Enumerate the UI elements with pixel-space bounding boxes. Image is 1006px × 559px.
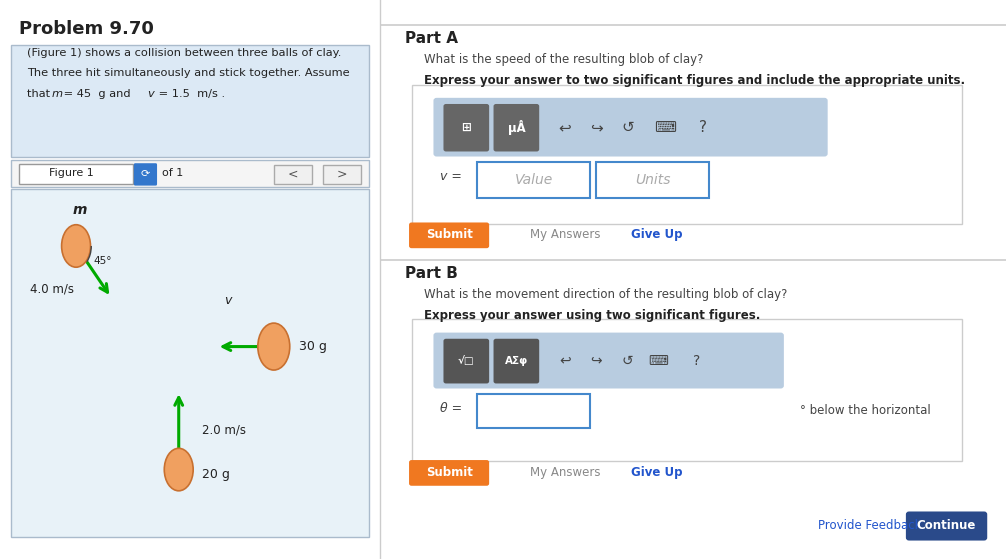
FancyBboxPatch shape xyxy=(134,163,157,186)
Text: >: > xyxy=(337,168,347,181)
Text: Units: Units xyxy=(635,173,670,187)
Text: ⌨: ⌨ xyxy=(654,120,676,135)
Text: ↩: ↩ xyxy=(558,120,571,135)
FancyBboxPatch shape xyxy=(323,165,361,184)
Text: 30 g: 30 g xyxy=(299,340,326,353)
Text: ⌨: ⌨ xyxy=(649,353,669,368)
Text: v: v xyxy=(224,295,231,307)
Text: that: that xyxy=(26,89,53,99)
Text: Continue: Continue xyxy=(916,519,976,532)
FancyBboxPatch shape xyxy=(477,162,590,198)
Text: What is the speed of the resulting blob of clay?: What is the speed of the resulting blob … xyxy=(425,53,703,66)
Text: ↺: ↺ xyxy=(622,353,633,368)
Text: 4.0 m/s: 4.0 m/s xyxy=(30,282,74,295)
FancyBboxPatch shape xyxy=(409,222,489,248)
Text: Part A: Part A xyxy=(405,31,459,46)
Text: ↺: ↺ xyxy=(621,120,634,135)
Text: ↩: ↩ xyxy=(559,353,570,368)
FancyBboxPatch shape xyxy=(444,339,489,383)
Text: What is the movement direction of the resulting blob of clay?: What is the movement direction of the re… xyxy=(425,288,788,301)
Text: Give Up: Give Up xyxy=(631,466,682,479)
FancyBboxPatch shape xyxy=(494,104,539,151)
FancyBboxPatch shape xyxy=(434,98,828,157)
FancyBboxPatch shape xyxy=(434,333,784,389)
Text: Submit: Submit xyxy=(426,466,473,479)
Text: My Answers: My Answers xyxy=(530,466,601,479)
Text: 2.0 m/s: 2.0 m/s xyxy=(202,423,246,436)
FancyBboxPatch shape xyxy=(477,394,590,428)
Text: of 1: of 1 xyxy=(162,168,183,178)
Text: Provide Feedback: Provide Feedback xyxy=(818,519,921,532)
FancyBboxPatch shape xyxy=(11,45,369,157)
Text: ↪: ↪ xyxy=(590,120,603,135)
Text: <: < xyxy=(288,168,298,181)
Text: Value: Value xyxy=(514,173,552,187)
Text: Express your answer to two significant figures and include the appropriate units: Express your answer to two significant f… xyxy=(425,74,965,87)
Text: Problem 9.70: Problem 9.70 xyxy=(19,20,154,37)
FancyBboxPatch shape xyxy=(409,460,489,486)
Text: ° below the horizontal: ° below the horizontal xyxy=(800,404,931,418)
Text: v =: v = xyxy=(440,169,462,183)
Text: ?: ? xyxy=(693,353,700,368)
Text: μÅ: μÅ xyxy=(508,120,525,135)
Text: 20 g: 20 g xyxy=(202,467,230,481)
FancyBboxPatch shape xyxy=(11,189,369,537)
FancyBboxPatch shape xyxy=(19,164,133,184)
FancyBboxPatch shape xyxy=(11,160,369,187)
Text: Part B: Part B xyxy=(405,266,458,281)
Text: Express your answer using two significant figures.: Express your answer using two significan… xyxy=(425,309,761,321)
Circle shape xyxy=(61,225,91,267)
Text: My Answers: My Answers xyxy=(530,228,601,241)
Text: 45°: 45° xyxy=(94,256,112,266)
Text: = 1.5  m/s .: = 1.5 m/s . xyxy=(155,89,225,99)
Text: ΑΣφ: ΑΣφ xyxy=(505,356,528,366)
Circle shape xyxy=(258,323,290,370)
Text: ⊞: ⊞ xyxy=(462,121,471,134)
FancyBboxPatch shape xyxy=(411,319,962,461)
Text: ↪: ↪ xyxy=(591,353,602,368)
FancyBboxPatch shape xyxy=(494,339,539,383)
Text: The three hit simultaneously and stick together. Assume: The three hit simultaneously and stick t… xyxy=(26,68,349,78)
Text: m: m xyxy=(72,203,88,217)
Text: θ =: θ = xyxy=(440,401,462,415)
Text: = 45  g and: = 45 g and xyxy=(60,89,135,99)
Text: m: m xyxy=(51,89,62,99)
FancyBboxPatch shape xyxy=(274,165,312,184)
Text: Figure 1: Figure 1 xyxy=(49,168,95,178)
Text: v: v xyxy=(147,89,154,99)
Text: √□: √□ xyxy=(458,356,475,366)
FancyBboxPatch shape xyxy=(444,104,489,151)
Text: Submit: Submit xyxy=(426,228,473,241)
FancyBboxPatch shape xyxy=(597,162,709,198)
Circle shape xyxy=(164,448,193,491)
FancyBboxPatch shape xyxy=(411,85,962,224)
FancyBboxPatch shape xyxy=(905,511,987,541)
Text: ⟳: ⟳ xyxy=(141,169,150,179)
Text: ?: ? xyxy=(698,120,706,135)
Text: (Figure 1) shows a collision between three balls of clay.: (Figure 1) shows a collision between thr… xyxy=(26,48,341,58)
Text: Give Up: Give Up xyxy=(631,228,682,241)
